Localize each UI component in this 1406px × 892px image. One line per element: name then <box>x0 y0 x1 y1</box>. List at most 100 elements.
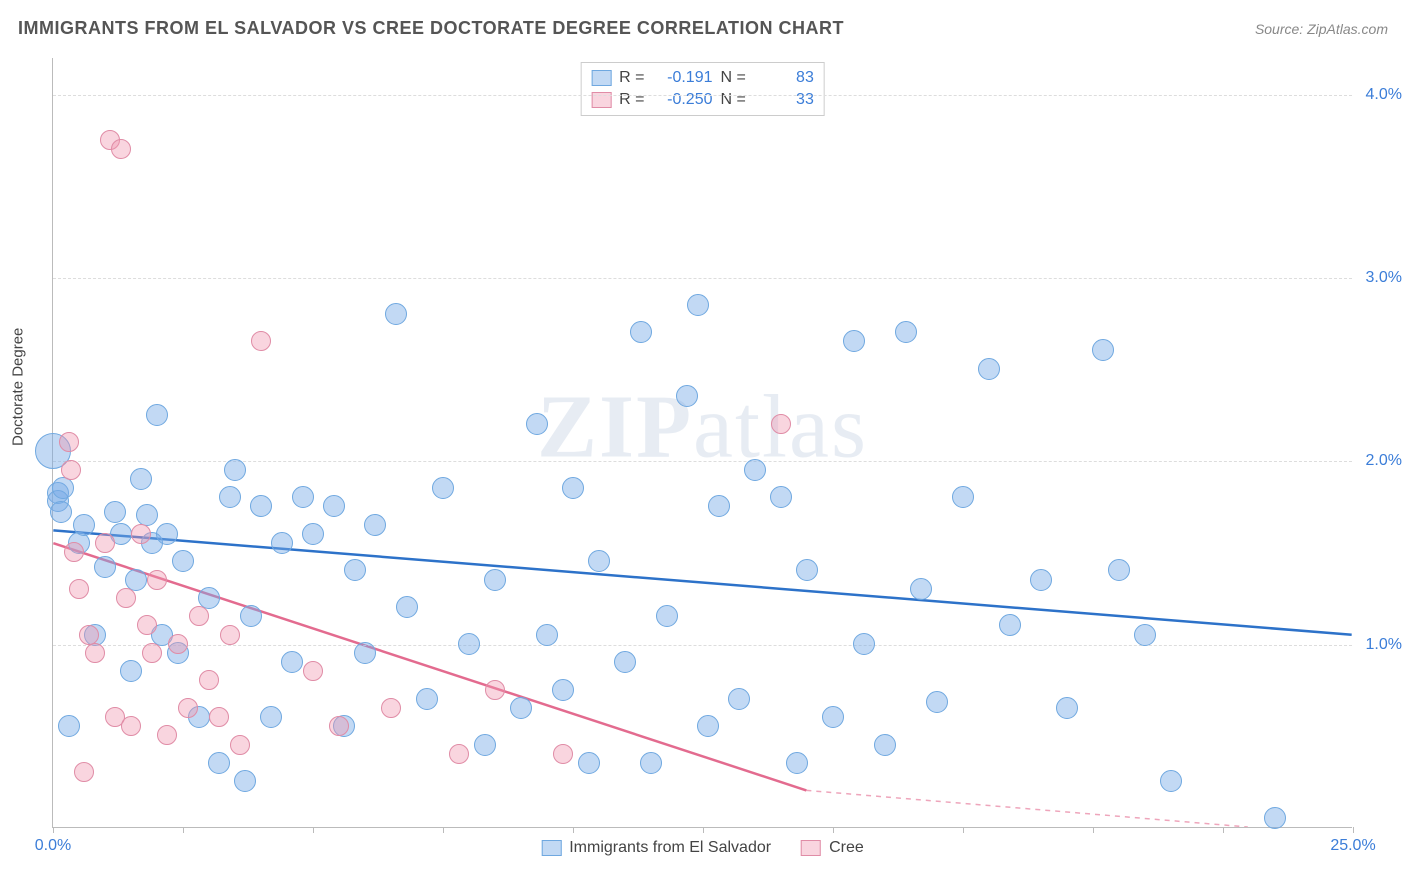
data-point <box>220 625 240 645</box>
data-point <box>59 432 79 452</box>
data-point <box>1134 624 1156 646</box>
data-point <box>484 569 506 591</box>
data-point <box>744 459 766 481</box>
data-point <box>178 698 198 718</box>
data-point <box>157 725 177 745</box>
data-point <box>926 691 948 713</box>
data-point <box>354 642 376 664</box>
y-tick-label: 2.0% <box>1366 452 1402 470</box>
data-point <box>219 486 241 508</box>
x-tick <box>1223 827 1224 833</box>
x-tick <box>1093 827 1094 833</box>
data-point <box>344 559 366 581</box>
data-point <box>125 569 147 591</box>
data-point <box>770 486 792 508</box>
source-name: ZipAtlas.com <box>1307 21 1388 37</box>
legend-label-cree: Cree <box>829 839 864 857</box>
data-point <box>1264 807 1286 829</box>
legend-label-salvador: Immigrants from El Salvador <box>569 839 771 857</box>
data-point <box>385 303 407 325</box>
data-point <box>874 734 896 756</box>
x-tick <box>183 827 184 833</box>
data-point <box>952 486 974 508</box>
data-point <box>74 762 94 782</box>
data-point <box>978 358 1000 380</box>
gridline <box>53 645 1352 646</box>
data-point <box>910 578 932 600</box>
data-point <box>553 744 573 764</box>
data-point <box>853 633 875 655</box>
data-point <box>116 588 136 608</box>
x-tick <box>443 827 444 833</box>
data-point <box>697 715 719 737</box>
data-point <box>728 688 750 710</box>
data-point <box>432 477 454 499</box>
data-point <box>121 716 141 736</box>
data-point <box>396 596 418 618</box>
data-point <box>137 615 157 635</box>
data-point <box>786 752 808 774</box>
data-point <box>474 734 496 756</box>
data-point <box>130 468 152 490</box>
data-point <box>292 486 314 508</box>
data-point <box>588 550 610 572</box>
data-point <box>111 139 131 159</box>
data-point <box>234 770 256 792</box>
x-tick <box>313 827 314 833</box>
legend-row-cree: R = -0.250 N = 33 <box>591 89 814 111</box>
x-tick <box>963 827 964 833</box>
gridline <box>53 461 1352 462</box>
data-point <box>578 752 600 774</box>
n-label: N = <box>721 69 746 87</box>
data-point <box>189 606 209 626</box>
data-point <box>562 477 584 499</box>
data-point <box>251 331 271 351</box>
legend-item-salvador: Immigrants from El Salvador <box>541 839 771 857</box>
swatch-cree <box>801 840 821 856</box>
data-point <box>61 460 81 480</box>
legend-stats-box: R = -0.191 N = 83 R = -0.250 N = 33 <box>580 62 825 116</box>
data-point <box>416 688 438 710</box>
legend-row-salvador: R = -0.191 N = 83 <box>591 67 814 89</box>
x-tick <box>703 827 704 833</box>
data-point <box>364 514 386 536</box>
data-point <box>208 752 230 774</box>
data-point <box>536 624 558 646</box>
data-point <box>79 625 99 645</box>
data-point <box>449 744 469 764</box>
data-point <box>1030 569 1052 591</box>
bottom-legend: Immigrants from El Salvador Cree <box>541 839 864 857</box>
data-point <box>142 643 162 663</box>
x-tick <box>53 827 54 833</box>
r-value-salvador: -0.191 <box>653 69 713 87</box>
legend-item-cree: Cree <box>801 839 864 857</box>
data-point <box>281 651 303 673</box>
data-point <box>260 706 282 728</box>
data-point <box>303 661 323 681</box>
data-point <box>224 459 246 481</box>
y-axis-label: Doctorate Degree <box>10 328 27 446</box>
y-tick-label: 4.0% <box>1366 86 1402 104</box>
source-label: Source: <box>1255 21 1307 37</box>
data-point <box>895 321 917 343</box>
data-point <box>131 524 151 544</box>
data-point <box>156 523 178 545</box>
data-point <box>614 651 636 673</box>
swatch-salvador <box>591 70 611 86</box>
data-point <box>302 523 324 545</box>
chart-plot-area: ZIPatlas R = -0.191 N = 83 R = -0.250 N … <box>52 58 1352 828</box>
data-point <box>240 605 262 627</box>
data-point <box>999 614 1021 636</box>
data-point <box>656 605 678 627</box>
gridline <box>53 95 1352 96</box>
data-point <box>58 715 80 737</box>
data-point <box>120 660 142 682</box>
data-point <box>64 542 84 562</box>
data-point <box>147 570 167 590</box>
data-point <box>329 716 349 736</box>
data-point <box>1160 770 1182 792</box>
data-point <box>199 670 219 690</box>
data-point <box>52 477 74 499</box>
data-point <box>510 697 532 719</box>
data-point <box>630 321 652 343</box>
